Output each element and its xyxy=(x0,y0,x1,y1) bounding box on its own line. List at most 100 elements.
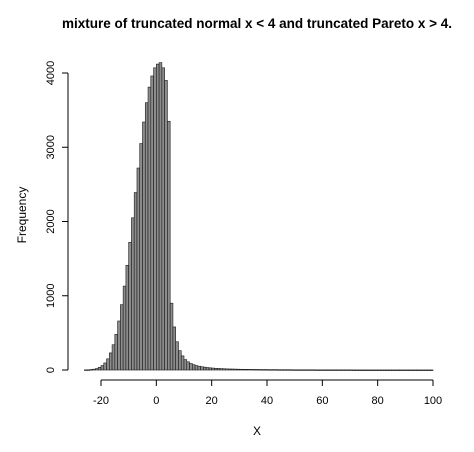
x-tick-label: 100 xyxy=(424,395,442,407)
histogram-bar xyxy=(402,369,406,371)
histogram-bar xyxy=(172,326,176,371)
histogram-bar xyxy=(100,365,105,371)
histogram-bar xyxy=(421,369,425,371)
histogram-bar xyxy=(136,167,141,371)
histogram-bar xyxy=(114,334,118,371)
histogram-bar xyxy=(288,369,293,371)
histogram-bar xyxy=(142,121,146,371)
histogram-bar xyxy=(380,369,384,371)
histogram-bar xyxy=(393,369,398,371)
histogram-bar xyxy=(266,369,271,371)
histogram-bar xyxy=(280,369,284,371)
histogram-bar xyxy=(103,362,107,371)
histogram-bar xyxy=(133,192,138,371)
histogram-bar xyxy=(385,369,390,371)
histogram-bar xyxy=(297,369,301,371)
histogram-bar xyxy=(186,361,190,371)
x-tick-label: 60 xyxy=(316,395,328,407)
histogram-bar xyxy=(95,368,99,371)
histogram-bar xyxy=(324,369,329,371)
y-tick-label: 4000 xyxy=(45,61,57,85)
histogram-bar xyxy=(244,369,248,371)
x-tick-label: 40 xyxy=(261,395,273,407)
histogram-bar xyxy=(286,369,290,371)
histogram-bar xyxy=(175,341,179,371)
histogram-bar xyxy=(106,358,110,371)
histogram-bar xyxy=(239,368,243,371)
histogram-bar xyxy=(194,365,199,371)
x-axis: -20 0 20 40 60 80 100 xyxy=(93,379,442,407)
histogram-bar xyxy=(222,368,226,371)
histogram-bar xyxy=(291,369,295,371)
histogram-bar xyxy=(352,369,356,371)
histogram-bar xyxy=(225,368,229,371)
histogram-bar xyxy=(92,368,96,371)
histogram-bar xyxy=(183,359,188,371)
histogram-bar xyxy=(197,365,201,371)
histogram-bar xyxy=(313,369,318,371)
histogram-bar xyxy=(429,369,434,371)
histogram-bar xyxy=(97,367,102,371)
histogram-bar xyxy=(208,367,212,371)
histogram-bar xyxy=(382,369,387,371)
histogram-bar xyxy=(125,265,129,371)
histogram-bar xyxy=(144,102,149,371)
histogram-bar xyxy=(355,369,359,371)
x-tick-label: 0 xyxy=(153,395,159,407)
histogram-bar xyxy=(153,67,157,371)
histogram-bar xyxy=(230,368,235,371)
histogram-bar xyxy=(161,67,165,371)
histogram-bar xyxy=(322,369,326,371)
histogram-bar xyxy=(205,367,210,371)
chart-title: mixture of truncated normal x < 4 and tr… xyxy=(62,16,452,31)
histogram-bar xyxy=(131,217,135,371)
histogram-bar xyxy=(366,369,370,371)
y-tick-label: 2000 xyxy=(45,209,57,233)
histogram-bar xyxy=(396,369,401,371)
histogram-bar xyxy=(399,369,403,371)
x-tick-label: 20 xyxy=(206,395,218,407)
histogram-bar xyxy=(294,369,298,371)
histogram-bar xyxy=(424,369,428,371)
histogram-bar xyxy=(169,302,174,371)
histogram-bar xyxy=(216,368,221,371)
histogram-bar xyxy=(349,369,354,371)
histogram-bar xyxy=(391,369,395,371)
histogram-bar xyxy=(344,369,348,371)
histogram-bar xyxy=(139,143,143,371)
histogram-bar xyxy=(283,369,287,371)
x-axis-label: X xyxy=(253,424,261,438)
histogram-bar xyxy=(407,369,412,371)
histogram-bar xyxy=(416,369,420,371)
histogram-bar xyxy=(274,369,279,371)
histogram-bar xyxy=(84,369,88,371)
histogram-bar xyxy=(219,368,224,371)
histogram-bar xyxy=(111,344,116,371)
histogram-bar xyxy=(374,369,378,371)
histogram-bar xyxy=(405,369,409,371)
y-axis: 0 1000 2000 3000 4000 xyxy=(45,61,69,373)
histogram-bar xyxy=(117,320,121,371)
histogram-bar xyxy=(335,369,340,371)
histogram-bar xyxy=(233,368,237,371)
histogram-bar xyxy=(252,369,257,371)
histogram-bar xyxy=(302,369,307,371)
histogram-bar xyxy=(167,120,171,371)
histogram-bar xyxy=(261,369,265,371)
y-axis-label: Frequency xyxy=(15,187,29,244)
histogram-bar xyxy=(369,369,373,371)
histogram-bar xyxy=(388,369,392,371)
histogram-bar xyxy=(418,369,423,371)
histogram-bar xyxy=(305,369,309,371)
histogram-bar xyxy=(128,241,132,371)
histogram-bar xyxy=(330,369,334,371)
histogram-bar xyxy=(255,369,259,371)
histogram-bar xyxy=(363,369,367,371)
histogram-bar xyxy=(357,369,362,371)
histogram-bars xyxy=(84,62,434,371)
histogram-bar xyxy=(189,363,193,371)
histogram-bar xyxy=(147,86,152,371)
x-tick-label: -20 xyxy=(93,395,109,407)
histogram-bar xyxy=(178,350,182,371)
